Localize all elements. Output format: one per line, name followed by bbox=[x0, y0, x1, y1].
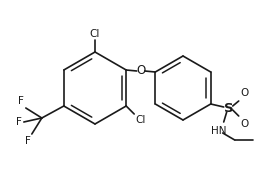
Text: Cl: Cl bbox=[90, 29, 100, 39]
Text: O: O bbox=[136, 64, 145, 77]
Text: Cl: Cl bbox=[135, 115, 146, 125]
Text: O: O bbox=[241, 88, 249, 98]
Text: F: F bbox=[16, 117, 22, 127]
Text: S: S bbox=[224, 102, 233, 115]
Text: F: F bbox=[18, 96, 24, 106]
Text: O: O bbox=[241, 119, 249, 129]
Text: HN: HN bbox=[211, 126, 226, 136]
Text: F: F bbox=[25, 136, 31, 146]
